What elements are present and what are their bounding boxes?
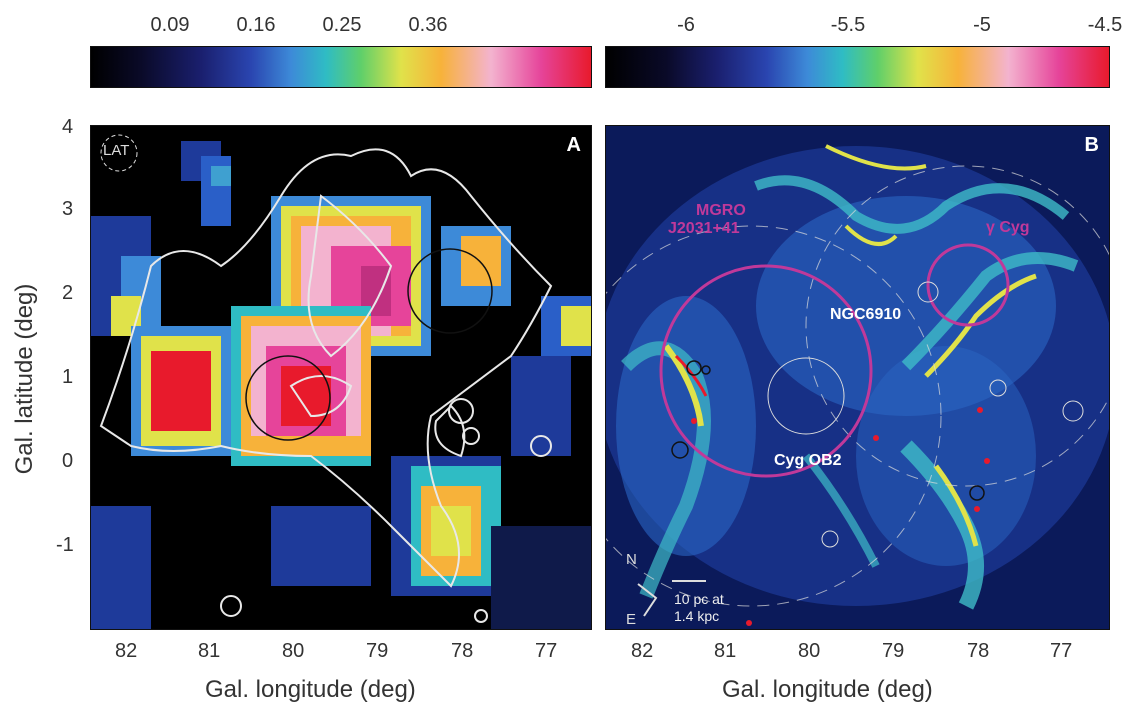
cbar-right-tick: -6 <box>677 14 695 36</box>
panel-b-label: B <box>1084 134 1099 156</box>
scale-bar-label-line1: 10 pc at <box>674 591 724 607</box>
y-axis-title: Gal. latitude (deg) <box>11 283 38 475</box>
x-tick: 79 <box>366 640 389 662</box>
cyg-ob2-label: Cyg OB2 <box>774 452 842 469</box>
ngc6910-label: NGC6910 <box>830 306 902 323</box>
x-tick: 78 <box>967 640 990 662</box>
x-tick: 77 <box>1050 640 1073 662</box>
panel-b-image <box>606 126 1109 629</box>
y-tick: 0 <box>62 450 74 472</box>
panel-b-map: B MGRO J2031+41 γ Cyg NGC6910 Cyg OB2 N … <box>605 125 1110 630</box>
x-tick: 77 <box>535 640 558 662</box>
y-tick: 1 <box>62 366 74 388</box>
x-tick: 78 <box>451 640 474 662</box>
cbar-right-tick: -5 <box>973 14 991 36</box>
cbar-right-tick: -4.5 <box>1087 14 1123 36</box>
x-tick: 79 <box>882 640 905 662</box>
x-tick: 82 <box>631 640 654 662</box>
x-tick: 82 <box>115 640 138 662</box>
mgro-label-line1: MGRO <box>696 202 746 219</box>
x-tick: 80 <box>798 640 821 662</box>
cbar-left-tick: 0.16 <box>236 14 276 36</box>
y-tick: -1 <box>56 534 74 556</box>
y-tick: 2 <box>62 282 74 304</box>
x-tick: 81 <box>198 640 221 662</box>
panel-a-psf-label: LAT <box>103 142 130 159</box>
panel-a-label: A <box>566 134 581 156</box>
scale-bar-label-line2: 1.4 kpc <box>674 608 720 624</box>
compass-north-label: N <box>626 551 637 568</box>
compass-east-label: E <box>626 611 637 628</box>
colorbar-left <box>90 46 592 88</box>
y-tick: 3 <box>62 198 74 220</box>
x-tick: 81 <box>714 640 737 662</box>
panel-a-map: LAT A <box>90 125 592 630</box>
cbar-left-tick: 0.09 <box>150 14 190 36</box>
cbar-right-tick: -5.5 <box>830 14 866 36</box>
y-tick: 4 <box>62 116 74 138</box>
gamma-cyg-label: γ Cyg <box>986 219 1030 236</box>
panel-a-image <box>91 126 591 629</box>
mgro-label-line2: J2031+41 <box>668 220 740 237</box>
cbar-left-tick: 0.25 <box>322 14 362 36</box>
x-axis-title-a: Gal. longitude (deg) <box>205 676 416 703</box>
colorbar-right <box>605 46 1110 88</box>
x-tick: 80 <box>282 640 305 662</box>
x-axis-title-b: Gal. longitude (deg) <box>722 676 933 703</box>
cbar-left-tick: 0.36 <box>408 14 448 36</box>
